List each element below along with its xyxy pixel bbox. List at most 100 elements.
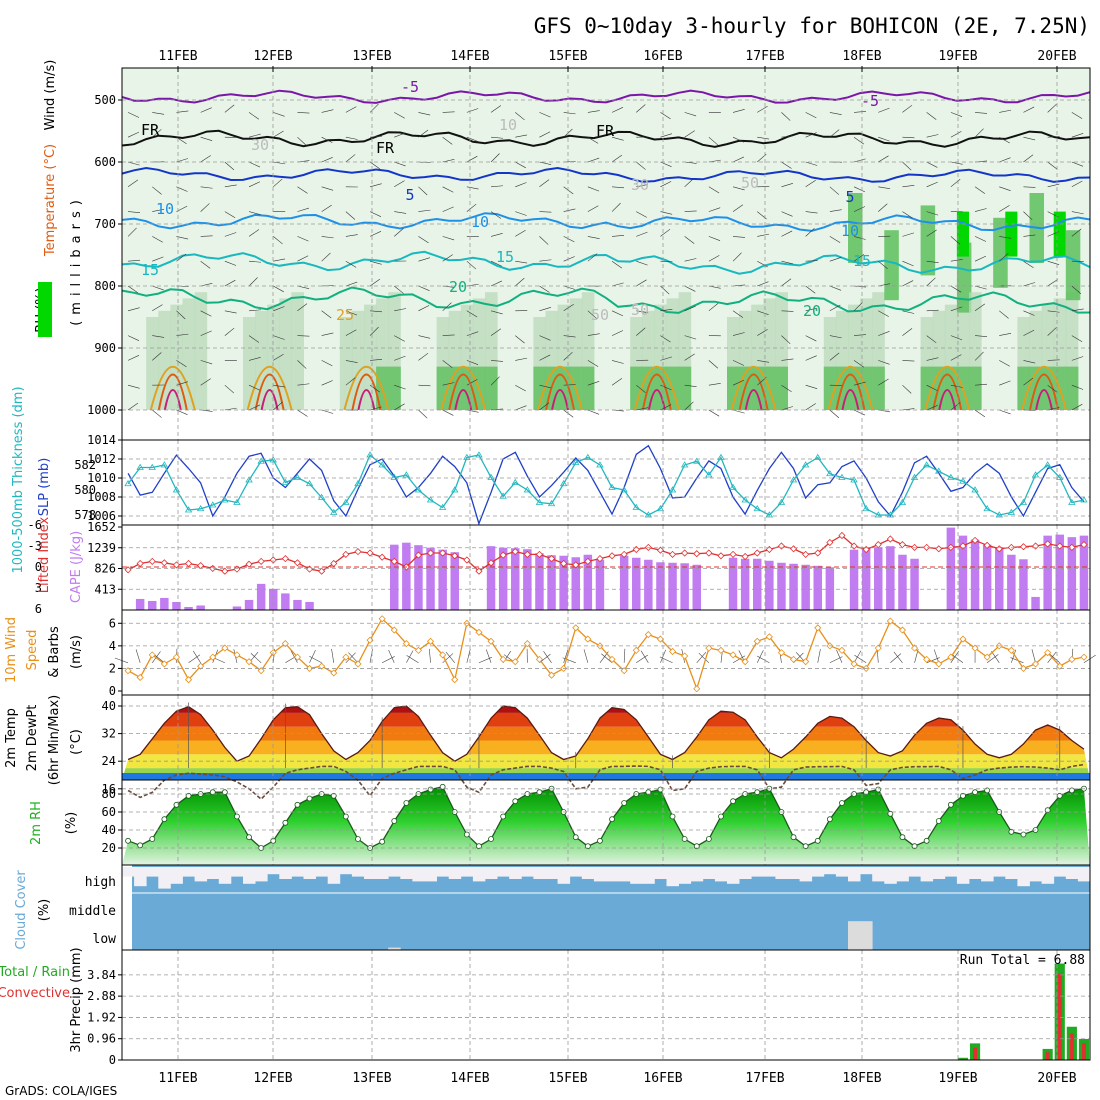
wind10-barb: [331, 648, 335, 663]
isotherm-diurnal: [938, 389, 957, 411]
wind-barb: [466, 203, 477, 212]
thickness-line-marker: [935, 467, 943, 474]
wind-barb: [660, 285, 670, 295]
wind-barb: [176, 333, 189, 336]
wind-barb: [684, 210, 697, 212]
cape-bar: [753, 558, 762, 610]
wind-barb: [200, 235, 213, 237]
temp2m-units: (°C): [69, 729, 84, 755]
wind10-barb: [623, 648, 626, 663]
cape-bar: [777, 562, 786, 610]
isotherm: [121, 212, 1091, 232]
date-label-bottom: 16FEB: [643, 1071, 682, 1086]
wind-barb: [757, 360, 770, 363]
wind10-barb: [756, 650, 764, 663]
wind10-tick-label: 0: [109, 684, 116, 698]
wind-barb: [539, 259, 552, 262]
cloud-high-cell: [884, 867, 897, 884]
wind-barb: [273, 236, 283, 245]
wind-barb: [248, 161, 261, 168]
wind-barb: [733, 236, 746, 238]
li-tick-label: 0: [35, 560, 42, 574]
cloud-high-cell: [424, 867, 437, 882]
cape-bar: [269, 588, 278, 610]
wind10-line-marker: [947, 653, 955, 661]
cape-bar: [898, 554, 907, 610]
wind-barb: [321, 310, 332, 319]
lifted-index-line-marker: [451, 552, 459, 560]
cloud-high-cell: [860, 867, 873, 875]
cloud-high-cell: [618, 867, 631, 882]
wind-barb: [684, 161, 697, 164]
wind10-line-marker: [426, 637, 435, 645]
wind-barb: [515, 229, 526, 237]
wind-barb: [926, 405, 938, 411]
cape-bar: [498, 547, 508, 610]
wind-barb: [200, 155, 211, 163]
cloud-row-label: middle: [69, 904, 116, 919]
rh-contour: [727, 366, 740, 410]
wind-barb: [636, 279, 647, 287]
wind-barb: [902, 161, 912, 171]
cape-bar: [1031, 596, 1040, 610]
wind10-barb: [348, 652, 359, 663]
cloud-high-cell: [545, 867, 558, 879]
lifted-index-line-marker: [160, 559, 168, 567]
wind-barb: [805, 384, 818, 389]
wind-barb: [829, 112, 842, 115]
contour-label: 5: [845, 188, 854, 206]
thickness-line-marker: [1056, 473, 1064, 480]
rh-contour: [388, 366, 401, 410]
wind-barb: [490, 211, 502, 219]
wind10-line-marker: [1056, 662, 1064, 670]
wind-barb: [829, 236, 841, 243]
wind-barb: [684, 384, 697, 387]
cape-bar: [172, 601, 181, 610]
precip-conv-bar: [1045, 1052, 1050, 1060]
rh2m-line-marker: [1008, 828, 1015, 835]
rh-contour: [956, 242, 972, 313]
wind-barb: [684, 130, 695, 138]
wind-barb: [273, 401, 283, 411]
wind-barb: [660, 356, 673, 361]
wind-barb: [878, 310, 889, 317]
wind-barb: [781, 112, 791, 121]
wind-barb: [248, 112, 260, 120]
wind10-barb: [309, 649, 316, 663]
wind-barb: [248, 277, 258, 287]
cloud-high-cell: [315, 867, 329, 877]
wind-barb: [490, 105, 502, 113]
wind-barb: [297, 335, 310, 337]
wind-barb: [999, 136, 1010, 144]
lifted-index-line-marker: [983, 541, 991, 549]
wind-barb: [370, 135, 383, 138]
rh2m-line-marker: [161, 816, 168, 823]
rh2m-line-marker: [137, 842, 144, 849]
thickness-line-marker: [753, 504, 761, 512]
cape-bar: [305, 601, 314, 610]
wind-barb: [781, 384, 792, 392]
date-label-bottom: 12FEB: [253, 1071, 292, 1086]
lifted-index-line-marker: [753, 549, 761, 557]
cape-bar: [293, 599, 302, 610]
wind-barb: [248, 211, 261, 215]
wind-barb: [1023, 329, 1035, 336]
wind-barb: [974, 255, 987, 262]
wind-barb: [1047, 183, 1060, 188]
wind10-barb: [836, 649, 843, 663]
thickness-line-marker: [777, 498, 786, 505]
cloud-high-cell: [823, 867, 837, 875]
cloud-high-cell: [448, 867, 462, 879]
wind-barb: [442, 136, 453, 145]
li-tick-label: -6: [28, 518, 42, 532]
wind-barb: [1071, 356, 1084, 361]
thickness-line-marker: [874, 511, 882, 518]
lifted-index-line-marker: [814, 549, 822, 557]
wind-barb: [127, 402, 139, 411]
rh2m-line-marker: [125, 837, 131, 844]
lifted-index-line-marker: [245, 560, 253, 568]
wind-barb: [587, 409, 600, 415]
isotherm: [121, 166, 1091, 183]
wind-barb: [442, 334, 455, 336]
lifted-index-line-marker: [596, 555, 604, 563]
